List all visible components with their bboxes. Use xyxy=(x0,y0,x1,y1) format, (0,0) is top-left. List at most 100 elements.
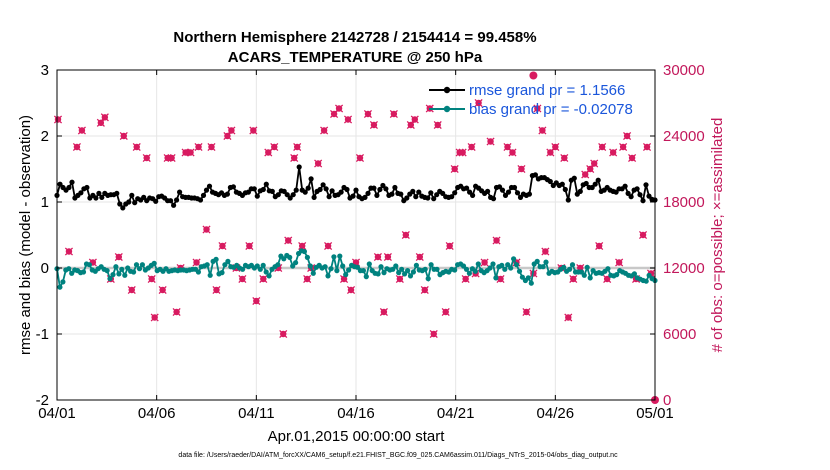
bias-point xyxy=(534,258,540,264)
obs-assimilated-point xyxy=(150,313,159,322)
obs-assimilated-point xyxy=(415,252,424,262)
obs-assimilated-point xyxy=(538,126,547,135)
obs-assimilated-cross xyxy=(147,274,156,284)
legend-rmse-marker xyxy=(443,86,451,94)
y-right-axis-label: # of obs: o=possible; ×=assimilated xyxy=(709,118,726,353)
obs-assimilated-cross xyxy=(192,258,201,267)
bias-point xyxy=(207,272,213,278)
bias-point xyxy=(452,267,458,273)
obs-assimilated-point xyxy=(355,153,365,163)
obs-assimilated-cross xyxy=(132,142,141,152)
obs-assimilated-cross xyxy=(458,148,467,157)
x-tick-label: 05/01 xyxy=(636,405,674,422)
bias-point xyxy=(107,276,113,282)
obs-assimilated-point xyxy=(53,115,63,124)
obs-assimilated-point xyxy=(293,142,302,152)
rmse-point xyxy=(129,192,135,198)
obs-assimilated-point xyxy=(249,126,258,135)
bias-point xyxy=(413,262,419,268)
x-tick-label: 04/16 xyxy=(337,405,375,422)
obs-assimilated-point xyxy=(445,241,454,251)
bias-point xyxy=(310,270,316,276)
obs-assimilated-cross xyxy=(628,153,637,163)
rmse-point xyxy=(326,194,332,200)
obs-assimilated-cross xyxy=(227,126,236,135)
obs-assimilated-point xyxy=(158,285,167,295)
obs-assimilated-cross xyxy=(290,153,299,163)
bias-point xyxy=(505,262,511,268)
obs-assimilated-point xyxy=(218,241,227,251)
rmse-point xyxy=(392,184,398,191)
bias-point xyxy=(301,248,307,255)
bias-point xyxy=(378,264,384,270)
obs-assimilated-cross xyxy=(53,115,63,124)
rmse-point xyxy=(281,188,287,194)
rmse-point xyxy=(496,184,503,190)
obs-assimilated-cross xyxy=(158,285,167,295)
rmse-point xyxy=(640,198,646,204)
chart-title-line2: ACARS_TEMPERATURE @ 250 hPa xyxy=(228,49,483,66)
obs-assimilated-point xyxy=(320,126,329,135)
bias-point xyxy=(434,266,440,272)
rmse-point xyxy=(224,191,230,197)
bias-point xyxy=(343,272,349,278)
rmse-point xyxy=(490,196,497,202)
obs-assimilated-point xyxy=(96,118,105,127)
bias-point xyxy=(393,263,399,269)
obs-assimilated-cross xyxy=(72,142,81,152)
rmse-point xyxy=(452,190,458,196)
obs-assimilated-point xyxy=(212,285,221,295)
bias-point xyxy=(396,270,402,276)
obs-assimilated-cross xyxy=(517,164,526,174)
rmse-point xyxy=(428,190,434,196)
obs-assimilated-point xyxy=(642,142,652,152)
bias-point xyxy=(561,264,567,270)
bias-point xyxy=(263,269,269,275)
y-left-tick-label: 2 xyxy=(41,128,49,145)
obs-assimilated-point xyxy=(560,153,569,163)
obs-assimilated-point xyxy=(72,142,81,152)
bias-point xyxy=(463,266,470,272)
obs-assimilated-cross xyxy=(223,131,232,141)
obs-assimilated-cross xyxy=(492,236,501,245)
bias-point xyxy=(119,266,125,272)
obs-assimilated-cross xyxy=(142,153,151,163)
rmse-series xyxy=(54,164,658,211)
obs-assimilated-point xyxy=(334,104,344,113)
obs-assimilated-point xyxy=(533,104,542,113)
rmse-point xyxy=(565,197,571,203)
bias-point xyxy=(260,262,266,268)
obs-assimilated-point xyxy=(192,258,201,267)
bias-point xyxy=(407,273,414,279)
x-tick-label: 04/06 xyxy=(138,405,176,422)
rmse-point xyxy=(329,188,335,194)
obs-assimilated-point xyxy=(503,142,512,152)
rmse-point xyxy=(425,195,431,201)
y-left-tick-label: -2 xyxy=(36,392,49,409)
bias-point xyxy=(614,272,620,278)
bias-point xyxy=(57,284,63,290)
obs-assimilated-cross xyxy=(373,252,382,262)
obs-assimilated-cross xyxy=(480,258,489,267)
rmse-point xyxy=(434,192,440,198)
obs-assimilated-cross xyxy=(401,230,410,240)
bias-point xyxy=(528,280,534,286)
obs-assimilated-cross xyxy=(486,137,495,146)
obs-assimilated-point xyxy=(202,225,211,234)
bias-point xyxy=(390,266,396,272)
bias-point xyxy=(493,275,499,281)
bias-point xyxy=(225,258,231,264)
rmse-point xyxy=(153,198,159,204)
obs-assimilated-cross xyxy=(560,153,569,163)
bias-point xyxy=(334,268,340,274)
bias-point xyxy=(422,266,428,272)
obs-assimilated-point xyxy=(77,126,86,135)
bias-point xyxy=(240,266,246,272)
rmse-point xyxy=(206,183,213,189)
y-right-tick-label: 12000 xyxy=(663,260,705,277)
obs-assimilated-cross xyxy=(590,159,599,168)
rmse-point xyxy=(380,182,386,189)
obs-assimilated-point xyxy=(373,252,382,262)
x-tick-label: 04/11 xyxy=(238,405,274,422)
obs-assimilated-point xyxy=(279,329,288,339)
